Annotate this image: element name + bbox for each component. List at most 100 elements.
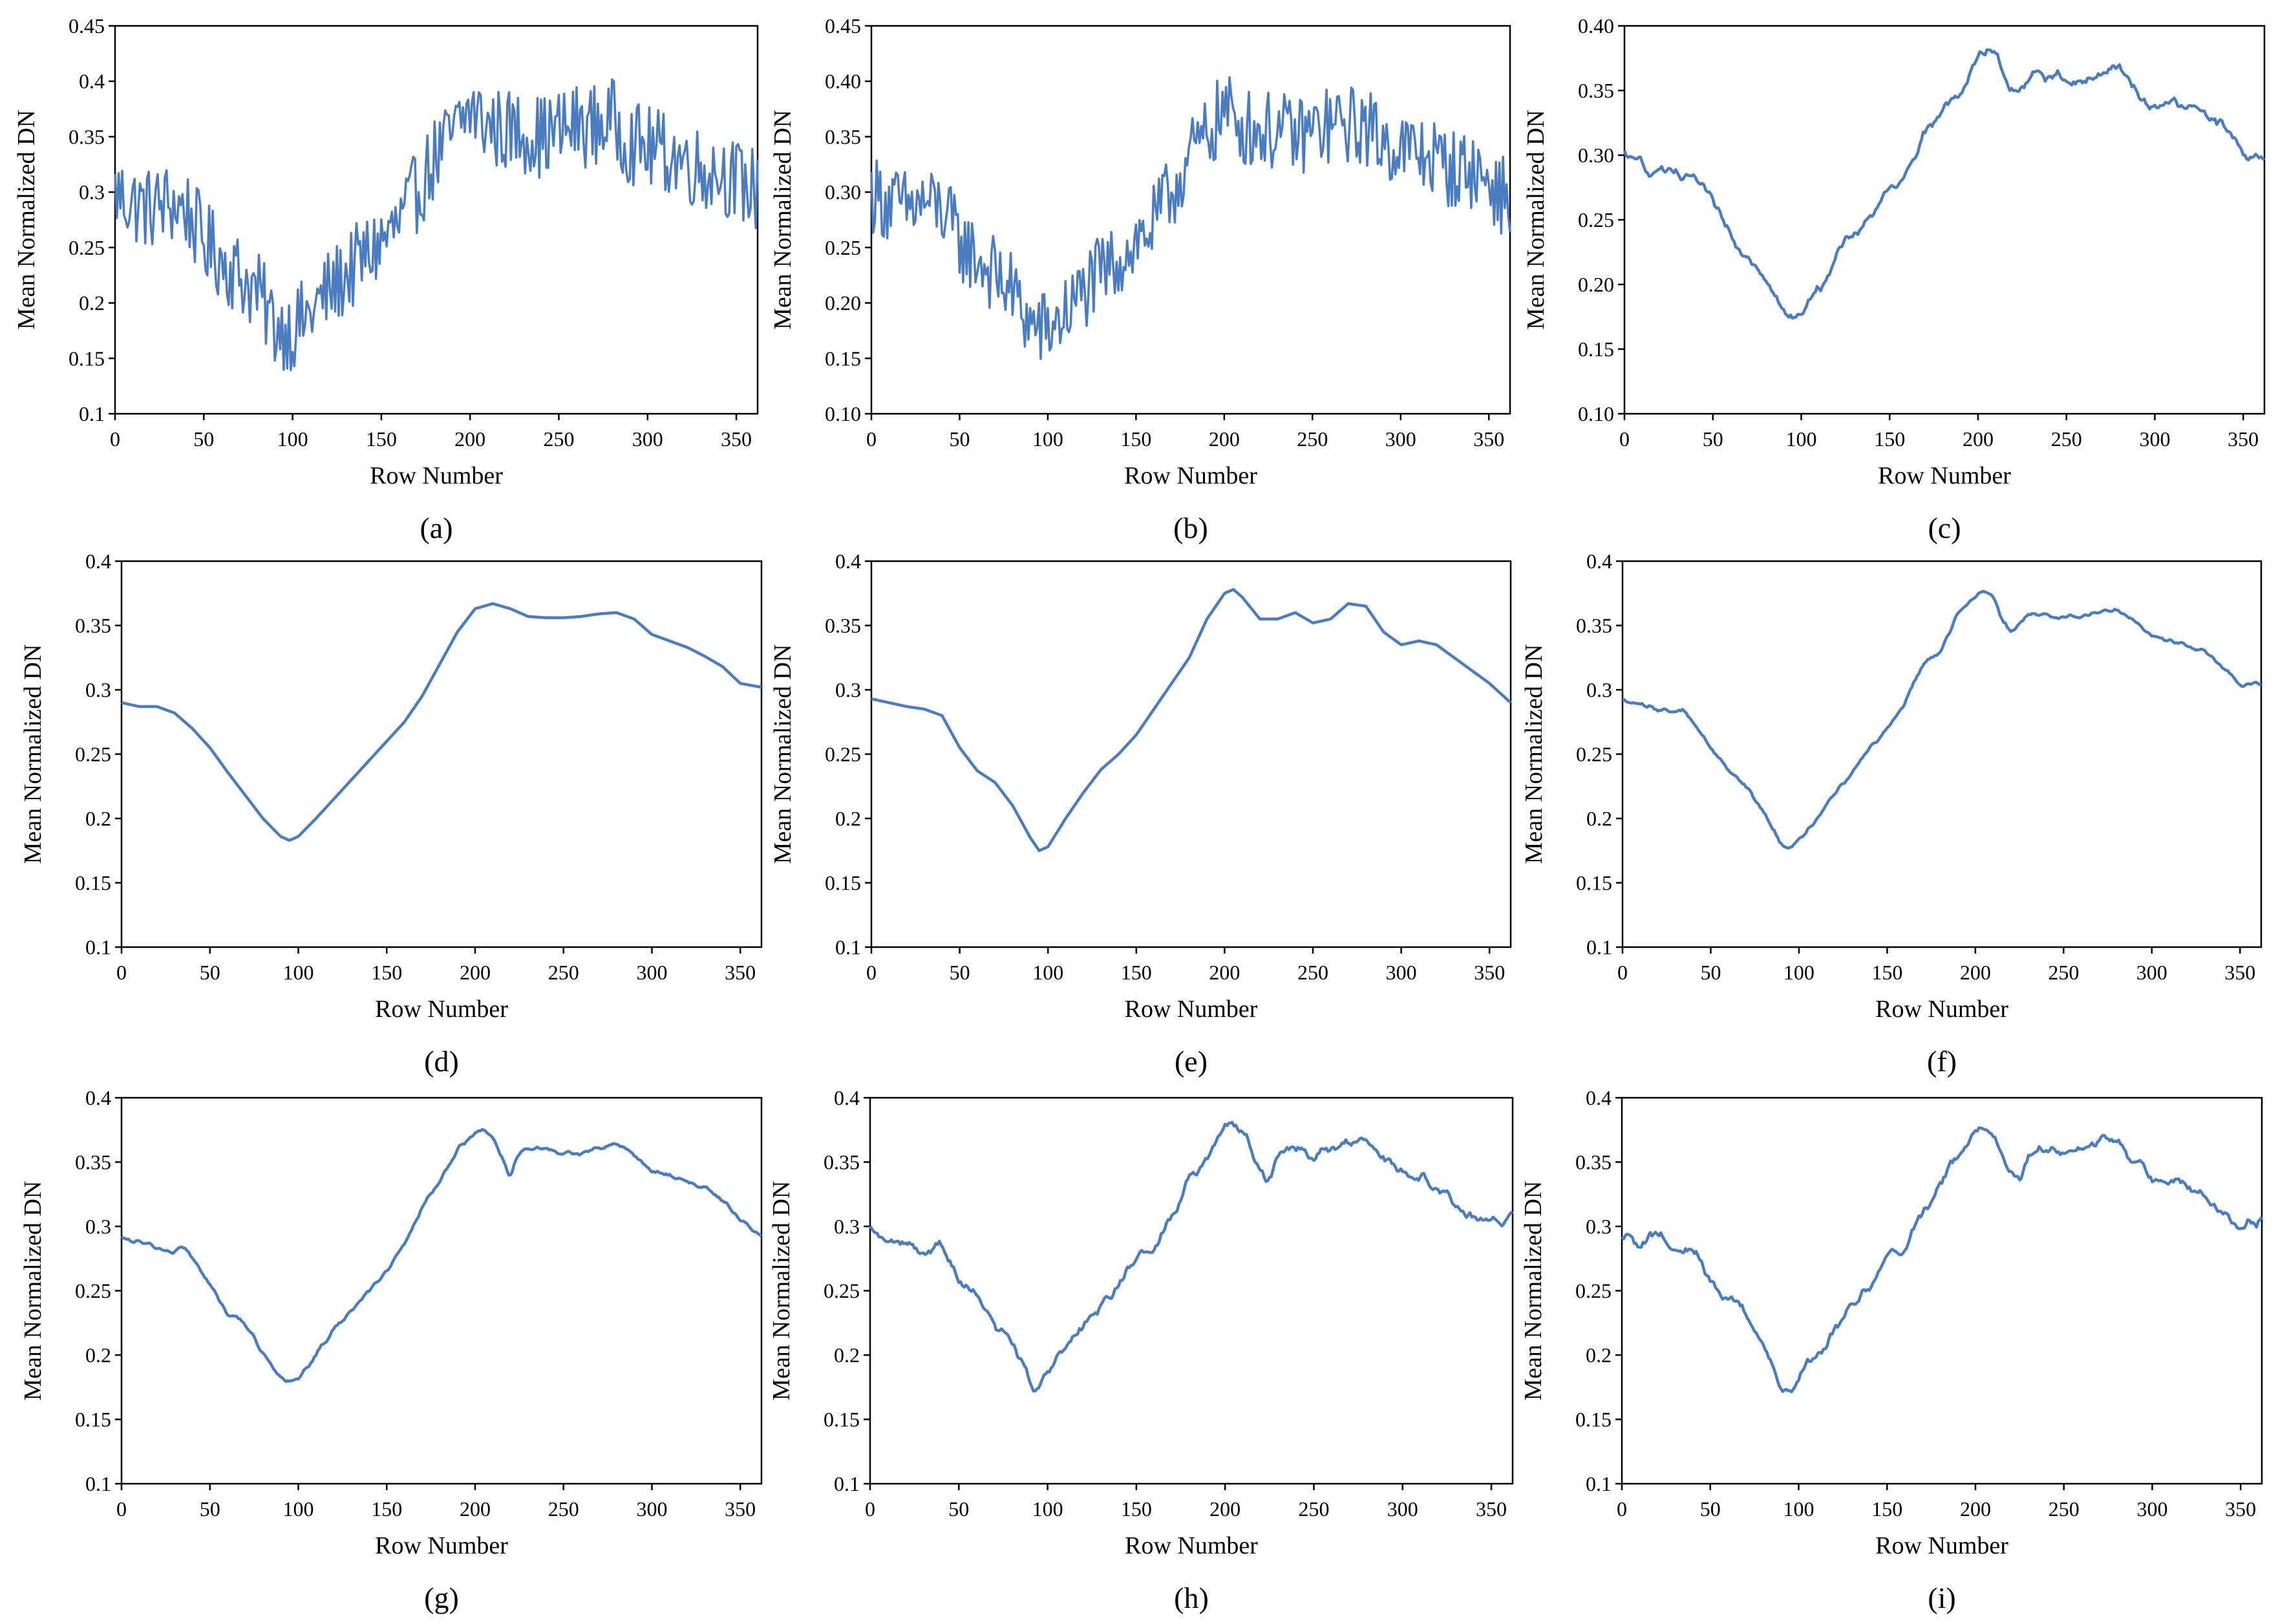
y-tick-label: 0.40 [1578,14,1614,37]
x-tick-label: 200 [1960,961,1991,984]
panel-label: (a) [420,511,452,544]
y-tick-label: 0.3 [1586,1215,1612,1238]
y-tick-label: 0.35 [824,1151,860,1174]
y-tick-label: 0.25 [825,743,861,766]
series-line [114,78,759,372]
y-tick-label: 0.4 [1586,550,1612,573]
x-axis-label: Row Number [1875,996,2008,1023]
x-tick-label: 50 [1700,961,1721,984]
y-tick-label: 0.1 [1586,935,1612,959]
y-axis-label: Mean Normalized DN [1522,110,1549,330]
series-line [1622,590,2262,850]
y-tick-label: 0.10 [1578,402,1614,425]
x-axis-label: Row Number [375,1532,508,1559]
y-axis-label: Mean Normalized DN [19,645,47,864]
x-tick-label: 50 [193,427,214,451]
x-tick-label: 50 [949,427,970,451]
x-tick-label: 150 [366,427,397,451]
panel-e: 0.1 0.15 0.2 0.25 0.3 0.35 0.4 0 50 100 150 200 250 3… [769,550,1512,1078]
y-axis-label: Mean Normalized DN [13,110,40,330]
plot-frame [1623,25,2266,415]
x-tick-label: 0 [110,427,120,451]
y-axis-label: Mean Normalized DN [1520,1181,1547,1401]
y-tick-label: 0.2 [834,1343,860,1367]
panel-label: (d) [424,1045,459,1078]
y-tick-label: 0.1 [79,402,105,425]
x-axis-label: Row Number [370,462,503,489]
y-tick-label: 0.15 [825,871,861,895]
y-tick-label: 0.45 [825,14,861,37]
x-tick-label: 250 [2049,1497,2080,1521]
y-tick-label: 0.10 [825,402,861,425]
x-tick-label: 200 [460,961,491,984]
x-tick-label: 350 [2225,1497,2256,1521]
x-tick-label: 200 [1960,1497,1991,1521]
series-line [870,76,1511,360]
y-tick-label: 0.3 [79,180,105,204]
x-tick-label: 200 [1209,427,1240,451]
x-tick-label: 150 [1120,427,1151,451]
y-tick-label: 0.3 [1586,678,1612,701]
plot-frame [1621,560,2262,948]
x-tick-label: 350 [2228,427,2259,451]
y-tick-label: 0.25 [1578,208,1614,231]
y-tick-label: 0.25 [75,1279,111,1303]
y-tick-label: 0.15 [75,1408,111,1431]
x-tick-label: 0 [866,427,877,451]
y-tick-label: 0.4 [1586,1086,1612,1109]
x-tick-label: 350 [725,961,756,984]
x-tick-label: 0 [865,1497,875,1521]
plot-frame [869,1096,1514,1485]
x-tick-label: 100 [1783,961,1815,984]
y-tick-label: 0.25 [75,743,111,766]
y-tick-label: 0.35 [75,614,111,637]
x-tick-label: 250 [1297,961,1328,984]
y-tick-label: 0.4 [834,1086,860,1109]
y-tick-label: 0.4 [85,550,111,573]
x-tick-label: 250 [2048,961,2079,984]
x-tick-label: 300 [636,1497,667,1521]
y-tick-label: 0.3 [85,678,111,701]
plot-frame [870,25,1511,415]
x-tick-label: 350 [1473,427,1504,451]
x-tick-label: 250 [1298,1497,1329,1521]
y-axis-label: Mean Normalized DN [768,1181,795,1401]
x-tick-label: 250 [543,427,574,451]
x-tick-label: 350 [2224,961,2255,984]
x-tick-label: 200 [1209,961,1240,984]
y-tick-label: 0.2 [835,807,861,830]
x-tick-label: 150 [1121,1497,1152,1521]
x-tick-label: 300 [2136,1497,2167,1521]
y-tick-label: 0.25 [1575,1279,1612,1303]
x-tick-label: 250 [2051,427,2082,451]
y-tick-label: 0.2 [1586,1343,1612,1367]
x-axis-label: Row Number [1124,462,1257,489]
panel-g: 0.1 0.15 0.2 0.25 0.3 0.35 0.4 0 50 100 150 200 250 3… [19,1086,763,1614]
y-tick-label: 0.30 [825,180,861,204]
x-tick-label: 50 [200,961,220,984]
y-tick-label: 0.15 [75,871,111,895]
x-tick-label: 200 [460,1497,491,1521]
x-tick-label: 50 [200,1497,220,1521]
y-tick-label: 0.15 [1578,337,1614,361]
y-tick-label: 0.3 [835,678,861,701]
y-tick-label: 0.35 [1576,614,1612,637]
x-tick-label: 100 [1785,427,1816,451]
x-axis-label: Row Number [1875,1532,2008,1559]
y-tick-label: 0.35 [825,614,861,637]
x-axis-label: Row Number [1878,462,2011,489]
x-tick-label: 100 [1783,1497,1814,1521]
x-tick-label: 100 [1032,1497,1063,1521]
x-tick-label: 0 [1619,427,1630,451]
y-tick-label: 0.35 [1575,1151,1612,1174]
x-tick-label: 150 [371,961,402,984]
plot-frame [120,1096,763,1485]
x-tick-label: 350 [1476,1497,1507,1521]
series-line [121,602,762,842]
panel-a: 0.1 0.15 0.2 0.25 0.3 0.35 0.4 0.45 0 50 100 150 200… [13,14,759,544]
y-tick-label: 0.1 [835,935,861,959]
x-tick-label: 300 [1386,961,1417,984]
y-tick-label: 0.25 [69,236,105,259]
x-tick-label: 200 [1963,427,1994,451]
